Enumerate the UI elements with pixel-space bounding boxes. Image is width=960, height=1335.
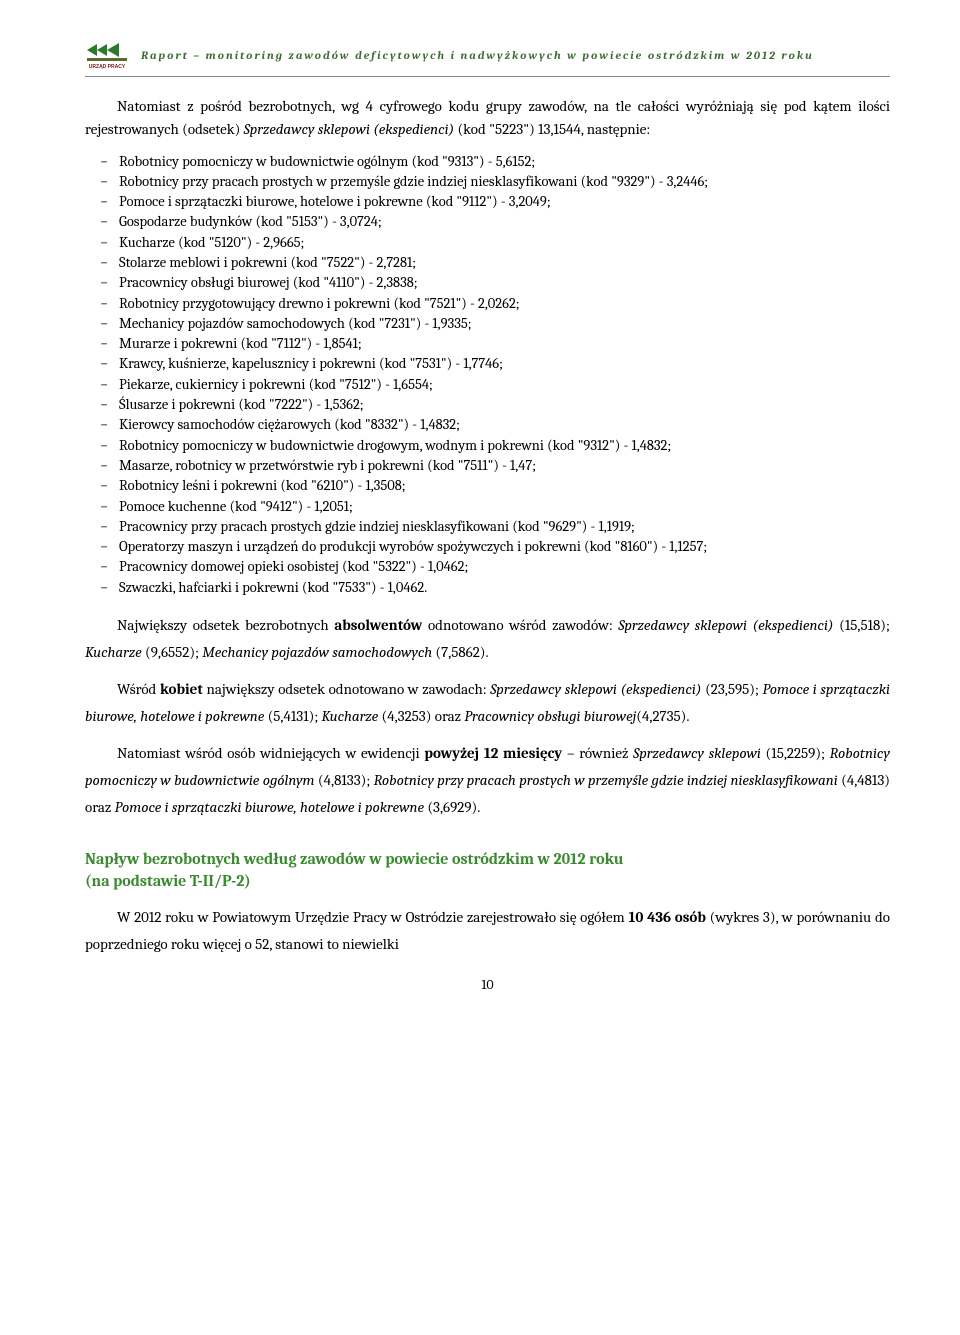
svg-text:URZĄD PRACY: URZĄD PRACY [89, 64, 126, 70]
paragraph-women: Wśród kobiet największy odsetek odnotowa… [85, 676, 890, 730]
list-item: Gospodarze budynków (kod "5153") - 3,072… [105, 212, 890, 232]
page-header: URZĄD PRACY Raport – monitoring zawodów … [85, 40, 890, 77]
section-subheading: (na podstawie T-II/P-2) [85, 872, 890, 890]
p1-i1: Sprzedawcy sklepowi (ekspedienci) [618, 616, 833, 634]
list-item: Krawcy, kuśnierze, kapelusznicy i pokrew… [105, 354, 890, 374]
list-item: Ślusarze i pokrewni (kod "7222") - 1,536… [105, 395, 890, 415]
p3-t2: – również [562, 744, 633, 762]
paragraph-graduates: Największy odsetek bezrobotnych absolwen… [85, 612, 890, 666]
header-title: Raport – monitoring zawodów deficytowych… [141, 49, 814, 62]
list-item: Robotnicy przy pracach prostych w przemy… [105, 172, 890, 192]
page-number: 10 [85, 976, 890, 993]
list-item: Mechanicy pojazdów samochodowych (kod "7… [105, 314, 890, 334]
section-heading: Napływ bezrobotnych według zawodów w pow… [85, 849, 890, 870]
intro-text-2: (kod "5223") 13,1544, następnie: [454, 120, 650, 138]
list-item: Pomoce i sprzątaczki biurowe, hotelowe i… [105, 192, 890, 212]
list-item: Kierowcy samochodów ciężarowych (kod "83… [105, 415, 890, 435]
p1-t2: odnotowano wśród zawodów: [422, 616, 618, 634]
list-item: Pracownicy przy pracach prostych gdzie i… [105, 517, 890, 537]
p2-t4: (5,4131); [264, 707, 321, 725]
p1-t4: (9,6552); [142, 643, 203, 661]
p1-t3: (15,518); [833, 616, 890, 634]
list-item: Robotnicy pomocniczy w budownictwie ogól… [105, 152, 890, 172]
p3-i3: Robotnicy przy pracach prostych w przemy… [374, 771, 838, 789]
p2-i3: Kucharze [322, 707, 379, 725]
list-item: Robotnicy przygotowujący drewno i pokrew… [105, 294, 890, 314]
p1-t1: Największy odsetek bezrobotnych [117, 616, 334, 634]
paragraph-over12months: Natomiast wśród osób widniejących w ewid… [85, 740, 890, 821]
p3-t1: Natomiast wśród osób widniejących w ewid… [117, 744, 424, 762]
list-item: Kucharze (kod "5120") - 2,9665; [105, 233, 890, 253]
p2-t5: (4,3253) oraz [378, 707, 464, 725]
p4-t1: W 2012 roku w Powiatowym Urzędzie Pracy … [117, 908, 628, 926]
list-item: Murarze i pokrewni (kod "7112") - 1,8541… [105, 334, 890, 354]
list-item: Pomoce kuchenne (kod "9412") - 1,2051; [105, 497, 890, 517]
p1-i3: Mechanicy pojazdów samochodowych [202, 643, 432, 661]
p2-t1: Wśród [117, 680, 160, 698]
p3-i4: Pomoce i sprzątaczki biurowe, hotelowe i… [115, 798, 424, 816]
p3-t3: (15,2259); [761, 744, 830, 762]
list-item: Operatorzy maszyn i urządzeń do produkcj… [105, 537, 890, 557]
list-item: Robotnicy leśni i pokrewni (kod "6210") … [105, 476, 890, 496]
p3-t6: (3,6929). [424, 798, 480, 816]
p2-bold: kobiet [160, 680, 203, 698]
p3-bold: powyżej 12 miesięcy [424, 744, 562, 762]
intro-italic: Sprzedawcy sklepowi (ekspedienci) [244, 120, 455, 138]
p3-t4: (4,8133); [315, 771, 374, 789]
p2-i4: Pracownicy obsługi biurowej [464, 707, 636, 725]
p2-t3: (23,595); [701, 680, 762, 698]
list-item: Piekarze, cukiernicy i pokrewni (kod "75… [105, 375, 890, 395]
p2-t6: (4,2735). [636, 707, 689, 725]
p1-i2: Kucharze [85, 643, 142, 661]
p2-i1: Sprzedawcy sklepowi (ekspedienci) [490, 680, 701, 698]
list-item: Szwaczki, hafciarki i pokrewni (kod "753… [105, 578, 890, 598]
list-item: Pracownicy obsługi biurowej (kod "4110")… [105, 273, 890, 293]
list-item: Robotnicy pomocniczy w budownictwie drog… [105, 436, 890, 456]
occupation-list: Robotnicy pomocniczy w budownictwie ogól… [85, 152, 890, 599]
paragraph-inflow: W 2012 roku w Powiatowym Urzędzie Pracy … [85, 904, 890, 958]
p2-t2: największy odsetek odnotowano w zawodach… [203, 680, 490, 698]
intro-paragraph: Natomiast z pośród bezrobotnych, wg 4 cy… [85, 95, 890, 142]
p4-bold: 10 436 osób [628, 908, 705, 926]
p1-t5: (7,5862). [432, 643, 489, 661]
list-item: Stolarze meblowi i pokrewni (kod "7522")… [105, 253, 890, 273]
p1-bold: absolwentów [334, 616, 422, 634]
employment-office-logo: URZĄD PRACY [85, 40, 129, 70]
list-item: Pracownicy domowej opieki osobistej (kod… [105, 557, 890, 577]
list-item: Masarze, robotnicy w przetwórstwie ryb i… [105, 456, 890, 476]
p3-i1: Sprzedawcy sklepowi [633, 744, 761, 762]
